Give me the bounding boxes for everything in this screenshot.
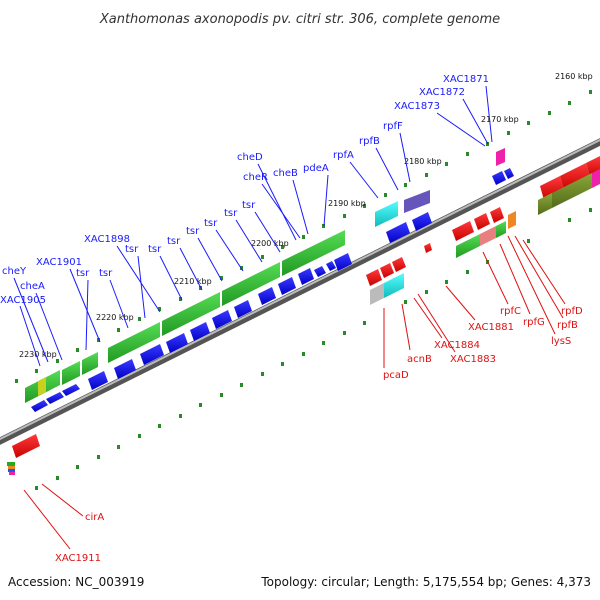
reverse-gene-labels: rpfD rpfB rpfG lysS rpfC XAC1881 XAC1884…: [55, 306, 583, 564]
map-title: Xanthomonas axonopodis pv. citri str. 30…: [99, 12, 500, 27]
gene-label-forward[interactable]: cheA: [20, 281, 45, 292]
gene-label-reverse[interactable]: cirA: [85, 512, 104, 523]
gene-label-forward[interactable]: cheD: [237, 152, 263, 163]
genome-backbone: [0, 138, 600, 445]
gene-label-forward[interactable]: tsr: [125, 244, 139, 255]
ruler-tick-label: 2200 kbp: [251, 239, 289, 248]
gene-label-forward[interactable]: tsr: [76, 268, 90, 279]
topology-text: Topology: circular; Length: 5,175,554 bp…: [260, 575, 591, 589]
gene-label-reverse[interactable]: XAC1881: [468, 322, 514, 333]
ruler-tick-label: 2190 kbp: [328, 199, 366, 208]
gene-label-reverse[interactable]: pcaD: [383, 370, 409, 381]
gene-label-forward[interactable]: tsr: [148, 244, 162, 255]
gene-label-forward[interactable]: rpfF: [383, 121, 403, 132]
forward-cds-track: [31, 168, 514, 412]
forward-leader-lines: [13, 85, 493, 367]
gene-label-forward[interactable]: cheR: [243, 172, 268, 183]
ruler-dots-inner: [35, 208, 592, 490]
gene-label-forward[interactable]: XAC1873: [394, 101, 440, 112]
ruler-tick-label: 2210 kbp: [174, 277, 212, 286]
gene-label-forward[interactable]: tsr: [224, 208, 238, 219]
gene-label-reverse[interactable]: XAC1884: [434, 340, 480, 351]
ruler-tick-label: 2180 kbp: [404, 157, 442, 166]
gene-label-forward[interactable]: tsr: [186, 226, 200, 237]
gene-label-forward[interactable]: XAC1872: [419, 87, 465, 98]
ruler-dots-outer: [15, 90, 592, 383]
gene-label-reverse[interactable]: XAC1883: [450, 354, 496, 365]
cog-track-reverse: [7, 169, 600, 475]
ruler-labels: 2160 kbp 2170 kbp 2180 kbp 2190 kbp 2200…: [19, 72, 593, 359]
gene-label-forward[interactable]: rpfB: [359, 136, 380, 147]
gene-label-reverse[interactable]: acnB: [407, 354, 432, 365]
gene-label-reverse[interactable]: rpfB: [557, 320, 578, 331]
gene-label-forward[interactable]: pdeA: [303, 163, 329, 174]
cog-track-forward: [25, 148, 505, 403]
reverse-leader-lines: [23, 235, 566, 550]
forward-gene-labels: XAC1871 XAC1872 XAC1873 rpfF rpfB rpfA p…: [0, 74, 489, 306]
gene-label-forward[interactable]: rpfA: [333, 150, 354, 161]
gene-label-forward[interactable]: XAC1901: [36, 257, 82, 268]
gene-label-forward[interactable]: tsr: [242, 200, 256, 211]
ruler-tick-label: 2170 kbp: [481, 115, 519, 124]
gene-label-forward[interactable]: XAC1871: [443, 74, 489, 85]
gene-label-reverse[interactable]: rpfC: [500, 306, 521, 317]
gene-label-forward[interactable]: XAC1898: [84, 234, 130, 245]
gene-label-reverse[interactable]: XAC1911: [55, 553, 101, 564]
accession-text: Accession: NC_003919: [8, 575, 144, 589]
gene-label-forward[interactable]: cheB: [273, 168, 298, 179]
ruler-tick-label: 2160 kbp: [555, 72, 593, 81]
reverse-cds-track: [12, 156, 600, 458]
gene-label-forward[interactable]: tsr: [204, 218, 218, 229]
ruler-tick-label: 2220 kbp: [96, 313, 134, 322]
gene-label-reverse[interactable]: rpfD: [561, 306, 583, 317]
ruler-tick-label: 2230 kbp: [19, 350, 57, 359]
gene-label-forward[interactable]: tsr: [99, 268, 113, 279]
gene-label-reverse[interactable]: rpfG: [523, 317, 545, 328]
genome-backbone-highlight: [0, 138, 600, 441]
gene-label-reverse[interactable]: lysS: [551, 336, 571, 347]
gene-label-forward[interactable]: cheY: [2, 266, 27, 277]
gene-label-forward[interactable]: tsr: [167, 236, 181, 247]
